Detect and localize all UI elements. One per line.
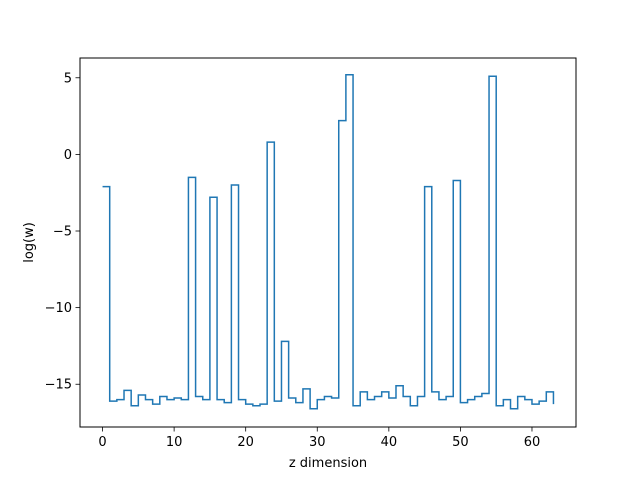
x-tick-label: 20 [237, 435, 254, 450]
x-axis-label: z dimension [289, 456, 367, 471]
x-tick-label: 0 [98, 435, 106, 450]
y-tick-label: 5 [64, 71, 72, 86]
plot-frame [79, 57, 577, 428]
y-axis-label: log(w) [22, 222, 37, 263]
series-layer [102, 73, 555, 410]
x-ticks: 0 10 20 30 40 50 60 [98, 427, 540, 450]
y-tick-label: −15 [45, 378, 72, 393]
x-tick-label: 10 [166, 435, 183, 450]
y-tick-label: −5 [53, 225, 72, 240]
y-tick-label: 0 [64, 148, 72, 163]
plot-area [80, 58, 576, 427]
x-tick-label: 50 [452, 435, 469, 450]
y-tick-label: −10 [45, 301, 72, 316]
series-line-0 [102, 73, 555, 410]
x-tick-label: 40 [381, 435, 398, 450]
y-ticks: 5 0 −5 −10 −15 [45, 71, 80, 393]
x-tick-label: 60 [524, 435, 541, 450]
x-tick-label: 30 [309, 435, 326, 450]
